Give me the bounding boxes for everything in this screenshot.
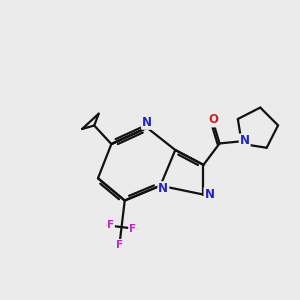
Text: N: N [142,116,152,129]
Text: O: O [208,113,219,127]
Text: N: N [204,188,214,201]
Text: F: F [129,224,136,234]
Text: N: N [158,182,168,195]
Text: F: F [116,240,123,250]
Text: N: N [240,134,250,147]
Text: F: F [107,220,114,230]
